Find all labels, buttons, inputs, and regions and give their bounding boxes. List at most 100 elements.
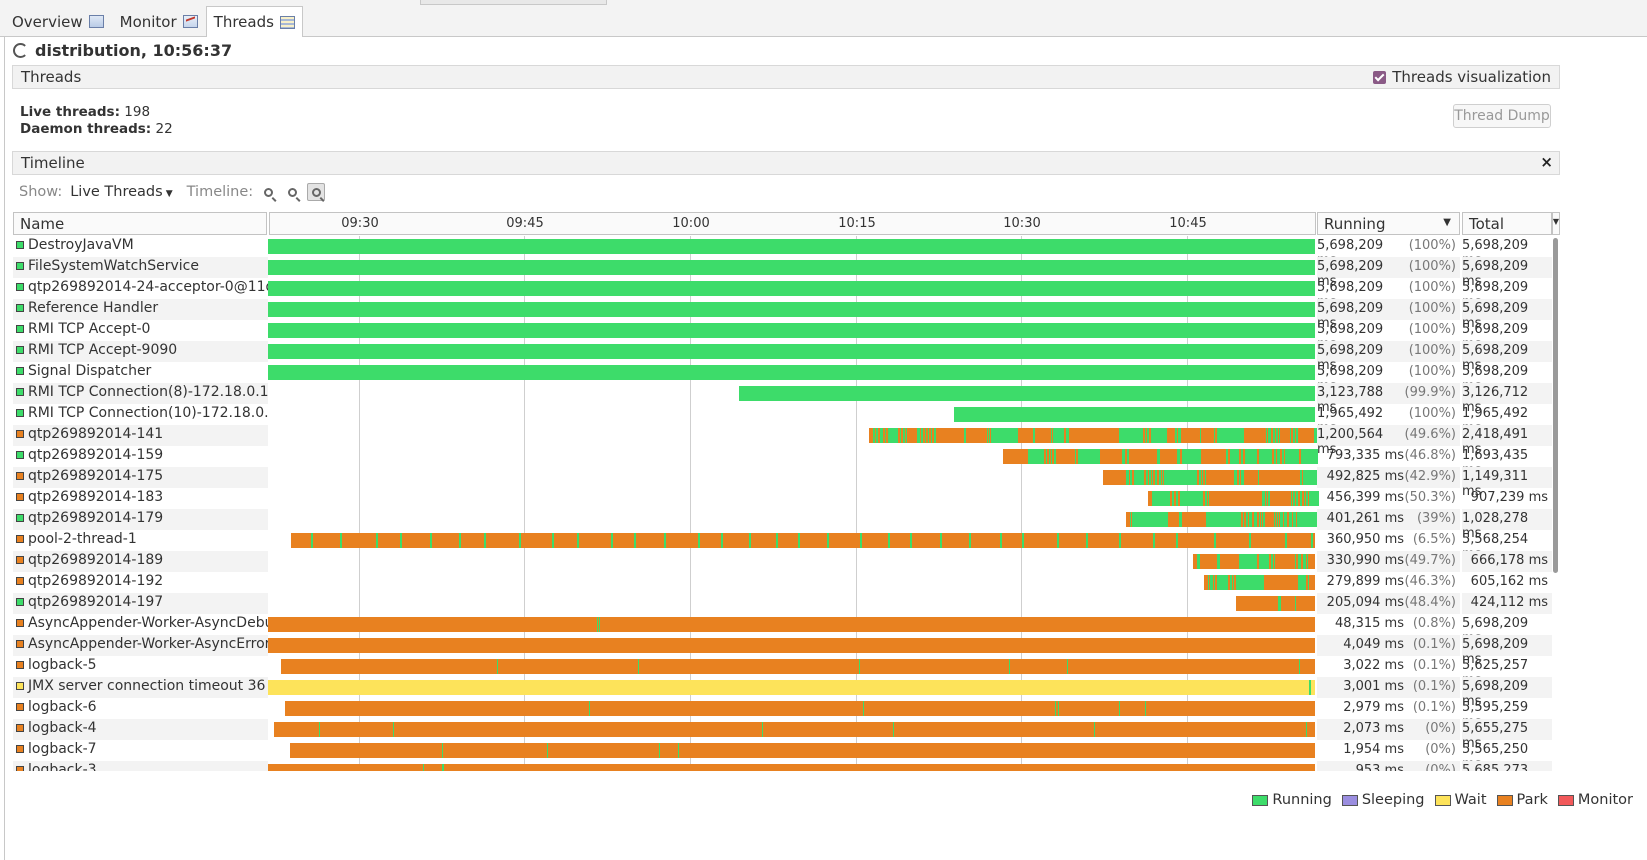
thread-row[interactable]: AsyncAppender-Worker-AsyncDebug 48,315 ms…: [13, 614, 1552, 646]
thread-state-segment: [1268, 428, 1271, 443]
show-dropdown[interactable]: Live Threads ▼: [70, 184, 172, 200]
thread-state-segment: [1290, 428, 1291, 443]
thread-row[interactable]: RMI TCP Accept-9090 5,698,209 ms (100%) 5,6…: [13, 341, 1552, 373]
thread-state-segment: [1119, 701, 1121, 716]
threads-icon: [279, 15, 295, 29]
thread-row[interactable]: FileSystemWatchService 5,698,209 ms (100%)…: [13, 257, 1552, 289]
running-percent-value: (100%): [1408, 238, 1456, 253]
thread-timeline: [268, 257, 1315, 278]
thread-state-icon: [16, 367, 24, 375]
thread-state-segment: [1308, 575, 1309, 590]
thread-row[interactable]: qtp269892014-179 401,261 ms (39%) 1,028,278…: [13, 509, 1552, 541]
overview-icon: [88, 15, 104, 28]
thread-row[interactable]: RMI TCP Connection(10)-172.18.0.1 1,965,4…: [13, 404, 1552, 436]
column-header-running[interactable]: Running ▼: [1317, 212, 1460, 235]
panel-border: [4, 36, 5, 860]
vertical-scrollbar[interactable]: [1552, 236, 1559, 771]
tab-overview[interactable]: Overview: [4, 6, 112, 36]
thread-state-segment: [1152, 491, 1170, 506]
thread-state-icon: [16, 766, 24, 771]
thread-state-icon: [16, 346, 24, 354]
thread-state-segment: [1155, 470, 1157, 485]
thread-row[interactable]: qtp269892014-192 279,899 ms (46.3%) 605,162…: [13, 572, 1552, 593]
thread-row[interactable]: qtp269892014-141 1,200,564 ms (49.6%) 2,418…: [13, 425, 1552, 457]
thread-state-segment: [1274, 512, 1275, 527]
total-time-value: 5,655,275 ms: [1462, 721, 1529, 751]
thread-state-segment: [1085, 533, 1088, 548]
thread-state-segment: [429, 533, 432, 548]
timeline-gridline: [690, 236, 691, 771]
total-time-cell: 5,595,259 ms: [1462, 698, 1552, 730]
thread-row[interactable]: qtp269892014-159 793,335 ms (46.8%) 1,693,4…: [13, 446, 1552, 478]
total-time-value: 1,149,311 ms: [1462, 469, 1529, 499]
legend-swatch: [1434, 794, 1451, 806]
column-chooser-button[interactable]: ▼: [1552, 212, 1560, 235]
thread-state-segment: [1254, 512, 1257, 527]
thread-state-segment: [1248, 533, 1251, 548]
total-time-cell: 5,698,209 ms: [1462, 320, 1552, 352]
thread-state-segment: [910, 533, 912, 548]
thread-row[interactable]: RMI TCP Connection(8)-172.18.0.1 3,123,78…: [13, 383, 1552, 415]
thread-state-segment: [1293, 428, 1295, 443]
running-time-cell: 2,073 ms (0%): [1317, 719, 1460, 740]
thread-state-segment: [1266, 491, 1267, 506]
thread-state-segment: [518, 533, 521, 548]
column-header-total[interactable]: Total: [1462, 212, 1552, 235]
thread-dump-button[interactable]: Thread Dump: [1453, 104, 1551, 128]
column-header-name[interactable]: Name: [13, 212, 267, 235]
thread-row[interactable]: qtp269892014-183 456,399 ms (50.3%) 907,239…: [13, 488, 1552, 509]
thread-name: qtp269892014-189: [28, 552, 164, 568]
thread-state-segment: [1182, 449, 1201, 464]
thread-state-segment: [1130, 470, 1132, 485]
thread-row[interactable]: JMX server connection timeout 36 3,001 ms…: [13, 677, 1552, 709]
total-time-cell: 605,162 ms: [1462, 572, 1552, 593]
thread-name-cell: FileSystemWatchService: [13, 257, 268, 278]
thread-row[interactable]: qtp269892014-175 492,825 ms (42.9%) 1,149,3…: [13, 467, 1552, 499]
zoom-fit-button[interactable]: [307, 183, 326, 201]
thread-name: qtp269892014-159: [28, 447, 164, 463]
thread-state-segment: [921, 428, 923, 443]
thread-state-segment: [797, 533, 800, 548]
column-chooser-icon: ▼: [1552, 217, 1559, 226]
thread-row[interactable]: pool-2-thread-1 360,950 ms (6.5%) 5,568,254…: [13, 530, 1552, 562]
thread-row[interactable]: qtp269892014-189 330,990 ms (49.7%) 666,178…: [13, 551, 1552, 572]
running-time-value: 793,335 ms: [1326, 448, 1404, 463]
thread-name-cell: logback-7: [13, 740, 268, 761]
thread-state-segment: [934, 428, 936, 443]
running-time-value: 1,200,564 ms: [1317, 427, 1384, 457]
thread-timeline: [268, 635, 1315, 656]
thread-row[interactable]: logback-7 1,954 ms (0%) 5,565,250 ms: [13, 740, 1552, 771]
tab-monitor[interactable]: Monitor: [112, 6, 206, 36]
running-time-cell: 1,200,564 ms (49.6%): [1317, 425, 1460, 457]
legend-swatch: [1252, 794, 1269, 806]
total-time-value: 3,126,712 ms: [1462, 385, 1529, 415]
tab-threads[interactable]: Threads: [205, 6, 303, 37]
thread-state-segment: [1276, 428, 1278, 443]
thread-row[interactable]: Reference Handler 5,698,209 ms (100%) 5,698…: [13, 299, 1552, 331]
thread-row[interactable]: logback-5 3,022 ms (0.1%) 5,625,257 ms: [13, 656, 1552, 688]
thread-state-segment: [1298, 554, 1301, 569]
zoom-out-button[interactable]: [283, 183, 301, 201]
close-icon[interactable]: ×: [1540, 153, 1553, 171]
thread-state-segment: [1145, 701, 1147, 716]
thread-state-segment: [826, 533, 829, 548]
threads-visualization-checkbox[interactable]: Threads visualization: [1373, 68, 1551, 86]
thread-row[interactable]: qtp269892014-24-acceptor-0@11d65 5,698,20…: [13, 278, 1552, 310]
thread-row[interactable]: logback-6 2,979 ms (0.1%) 5,595,259 ms: [13, 698, 1552, 730]
thread-row[interactable]: AsyncAppender-Worker-AsyncError 4,049 ms (…: [13, 635, 1552, 667]
zoom-fit-icon: [311, 187, 321, 197]
thread-row[interactable]: logback-3 953 ms (0%) 5,685,273 ms: [13, 761, 1552, 771]
scrollbar-thumb[interactable]: [1553, 238, 1558, 573]
thread-row[interactable]: logback-4 2,073 ms (0%) 5,655,275 ms: [13, 719, 1552, 751]
thread-name-cell: qtp269892014-24-acceptor-0@11d65: [13, 278, 268, 299]
thread-row[interactable]: RMI TCP Accept-05,698,209 ms(100%)5,698,…: [13, 320, 1552, 352]
thread-state-segment: [589, 701, 591, 716]
zoom-in-button[interactable]: [259, 183, 277, 201]
thread-name: RMI TCP Connection(8)-172.18.0.1: [28, 384, 268, 400]
tab-threads-label: Threads: [213, 13, 274, 31]
thread-name-cell: RMI TCP Accept-9090: [13, 341, 268, 362]
thread-row[interactable]: qtp269892014-197 205,094 ms (48.4%) 424,112…: [13, 593, 1552, 614]
thread-state-segment: [1230, 575, 1232, 590]
